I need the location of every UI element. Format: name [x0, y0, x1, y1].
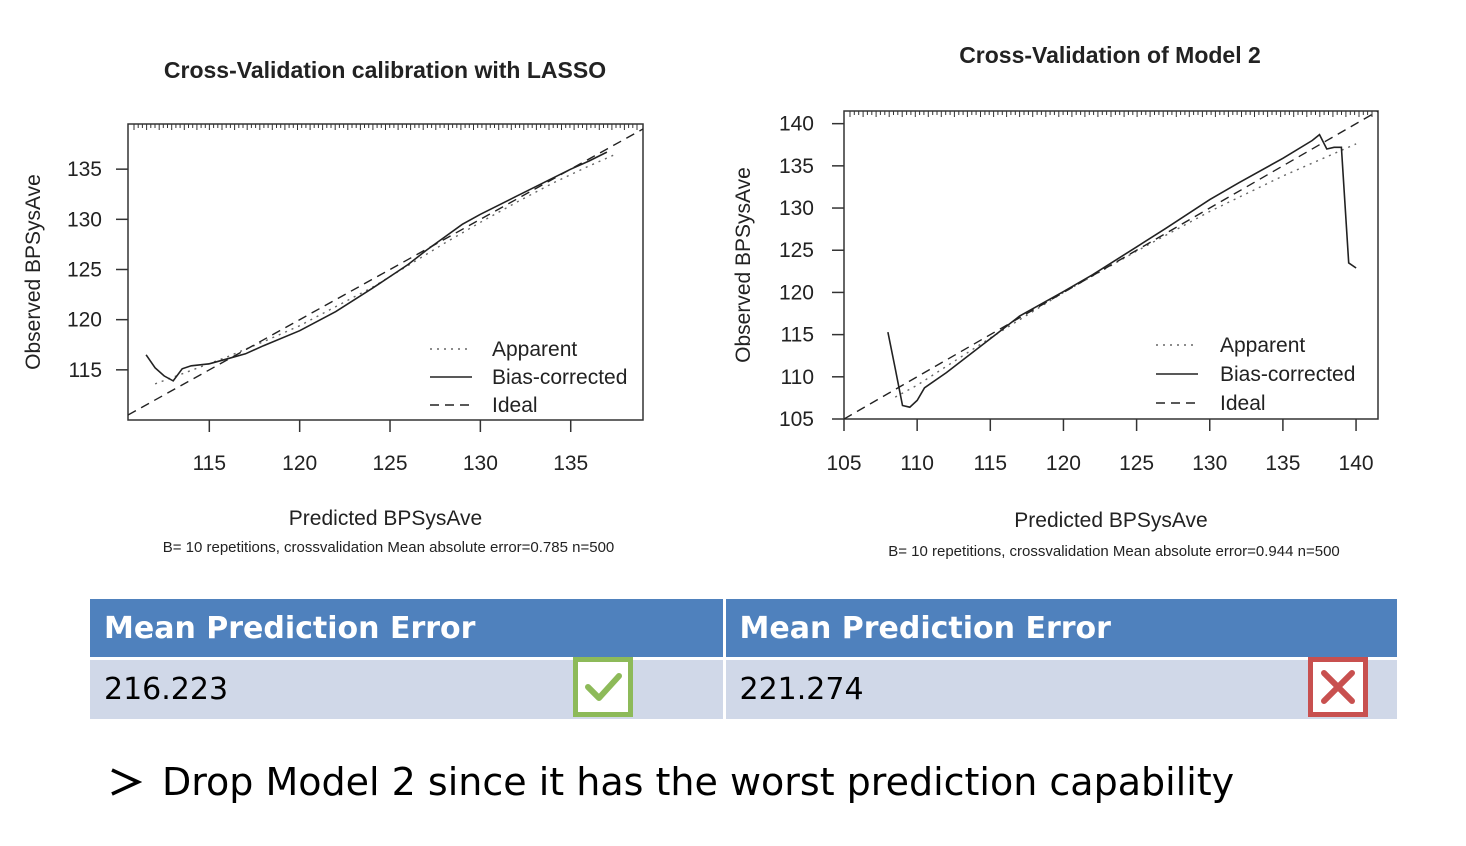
y-tick-label: 125 — [779, 239, 814, 262]
series-line-bias-corrected — [887, 133, 1357, 409]
legend-label: Bias-corrected — [1220, 363, 1355, 386]
legend-label: Ideal — [1220, 392, 1266, 415]
table-header-row: Mean Prediction Error Mean Prediction Er… — [90, 599, 1397, 659]
prediction-error-table: Mean Prediction Error Mean Prediction Er… — [90, 599, 1397, 719]
legend-label: Apparent — [1220, 334, 1305, 357]
chart-model-2-svg: Cross-Validation of Model 2 105 110 115 120 1… — [732, 42, 1379, 560]
chart-subtitle: B= 10 repetitions, crossvalidation Mean … — [163, 539, 615, 556]
table-header-lasso: Mean Prediction Error — [90, 599, 724, 659]
y-tick-label: 120 — [67, 309, 102, 332]
legend-label: Ideal — [492, 394, 538, 417]
legend-label: Apparent — [492, 338, 577, 361]
x-tick-label: 125 — [372, 452, 407, 475]
x-tick-label: 110 — [900, 452, 933, 475]
rug-ticks — [849, 111, 1373, 117]
y-tick-label: 135 — [779, 155, 814, 178]
x-tick-label: 120 — [1046, 452, 1081, 475]
arrow-bullet-icon — [108, 760, 162, 804]
series-line-ideal — [844, 111, 1378, 419]
x-tick-label: 105 — [826, 452, 861, 475]
y-tick-label: 140 — [779, 113, 814, 136]
y-axis-label: Observed BPSysAve — [22, 174, 45, 370]
y-tick-label: 120 — [779, 281, 814, 304]
x-tick-label: 120 — [282, 452, 317, 475]
table-cell-model-2: 221.274 — [722, 657, 1397, 719]
x-tick-label: 140 — [1339, 452, 1374, 475]
x-tick-label: 135 — [1265, 452, 1300, 475]
conclusion-bullet: Drop Model 2 since it has the worst pred… — [108, 760, 1234, 804]
y-tick-label: 135 — [67, 158, 102, 181]
x-tick-label: 135 — [553, 452, 588, 475]
x-axis-label: Predicted BPSysAve — [1014, 509, 1207, 532]
x-tick-label: 130 — [463, 452, 498, 475]
y-tick-label: 105 — [779, 408, 814, 431]
y-tick-label: 130 — [779, 197, 814, 220]
table-row: 216.223 221.274 — [90, 657, 1397, 719]
y-tick-label: 125 — [67, 258, 102, 281]
y-tick-label: 115 — [69, 359, 102, 382]
legend-label: Bias-corrected — [492, 366, 627, 389]
chart-title: Cross-Validation of Model 2 — [959, 42, 1261, 68]
error-value-lasso: 216.223 — [104, 672, 229, 707]
x-tick-label: 130 — [1192, 452, 1227, 475]
rug-ticks — [133, 124, 638, 130]
table-cell-lasso: 216.223 — [90, 657, 724, 719]
chart-title: Cross-Validation calibration with LASSO — [164, 57, 606, 83]
x-tick-label: 115 — [193, 452, 226, 475]
y-axis-label: Observed BPSysAve — [732, 167, 755, 363]
x-tick-label: 115 — [974, 452, 1007, 475]
chart-subtitle: B= 10 repetitions, crossvalidation Mean … — [888, 543, 1340, 560]
chart-lasso-svg: Cross-Validation calibration with LASSO 1… — [22, 57, 644, 556]
error-value-model-2: 221.274 — [739, 672, 864, 707]
table-header-model-2: Mean Prediction Error — [722, 599, 1397, 659]
y-tick-label: 115 — [781, 324, 814, 347]
series-line-ideal — [128, 128, 643, 416]
chart-lasso: Cross-Validation calibration with LASSO 1… — [0, 0, 700, 590]
y-tick-label: 110 — [781, 366, 814, 389]
x-tick-label: 125 — [1119, 452, 1154, 475]
conclusion-text: Drop Model 2 since it has the worst pred… — [162, 760, 1235, 804]
series-line-bias-corrected — [145, 151, 608, 382]
checkmark-icon — [573, 657, 633, 717]
y-tick-label: 130 — [67, 208, 102, 231]
chart-model-2: Cross-Validation of Model 2 105 110 115 120 1… — [720, 0, 1440, 590]
cross-icon — [1307, 657, 1368, 717]
x-axis-label: Predicted BPSysAve — [289, 507, 482, 530]
